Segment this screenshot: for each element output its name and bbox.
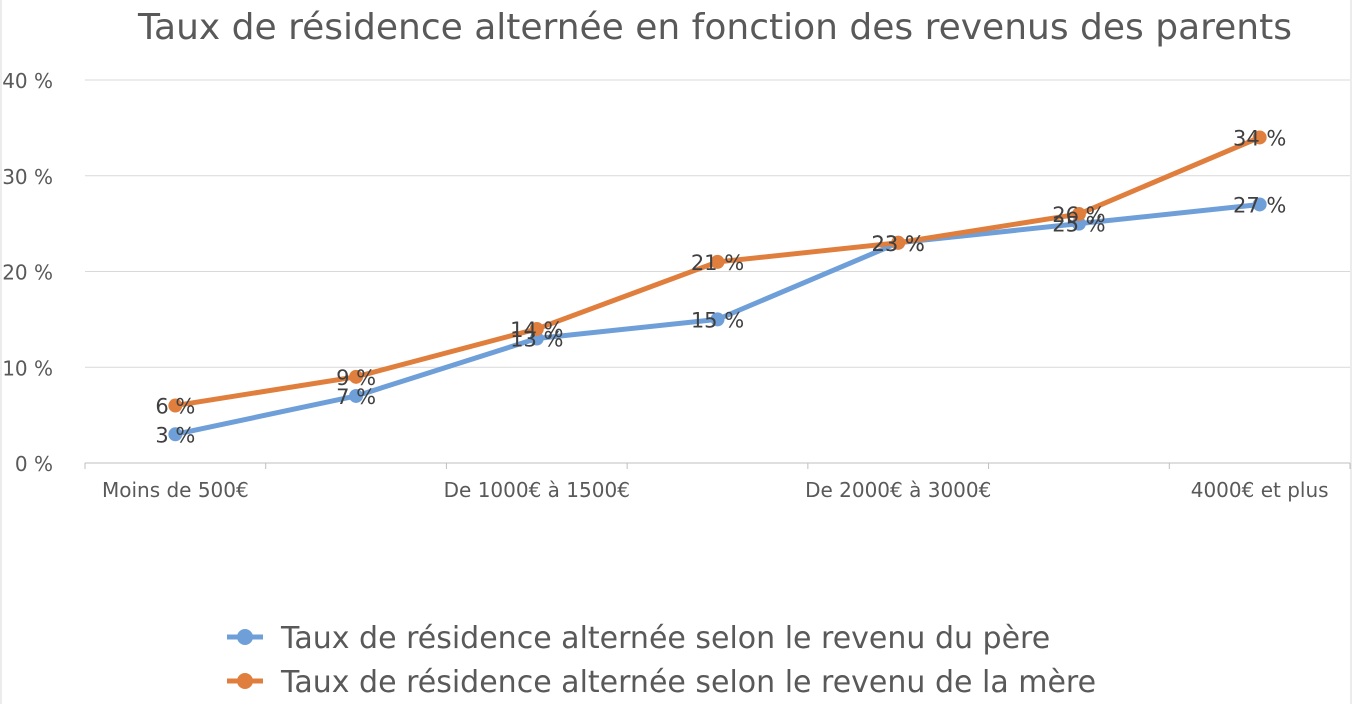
legend-marker: [237, 629, 253, 645]
series-1-data-label: 21 %: [691, 251, 744, 275]
series-1-data-label: 23 %: [872, 232, 925, 256]
series-0-data-label: 23 %: [872, 232, 925, 256]
series-0-point: [1071, 216, 1086, 231]
series-1-point: [710, 254, 725, 269]
series-0-data-label: 7 %: [336, 385, 376, 409]
x-tick-label: Moins de 500€: [102, 478, 249, 502]
y-tick-label: 0 %: [15, 452, 53, 476]
series-1-point: [168, 398, 183, 413]
series-1-data-label: 6 %: [155, 395, 195, 419]
series-0-data-label: 3 %: [155, 423, 195, 447]
series-1-point: [891, 235, 906, 250]
y-tick-label: 10 %: [2, 356, 53, 380]
series-0-data-label: 15 %: [691, 308, 744, 332]
series-0-point: [349, 388, 364, 403]
legend: Taux de résidence alternée selon le reve…: [227, 621, 1096, 700]
y-tick-label: 20 %: [2, 261, 53, 285]
x-tick-label: De 1000€ à 1500€: [444, 478, 630, 502]
series-lines: [168, 130, 1267, 442]
legend-marker: [237, 673, 253, 689]
series-1-data-label: 34 %: [1233, 126, 1286, 150]
y-tick-label: 30 %: [2, 165, 53, 189]
legend-label: Taux de résidence alternée selon le reve…: [280, 665, 1096, 700]
series-0-data-label: 25 %: [1052, 213, 1105, 237]
x-tick-label: 4000€ et plus: [1191, 478, 1329, 502]
series-0-point: [1252, 197, 1267, 212]
series-1-data-label: 26 %: [1052, 203, 1105, 227]
series-1-point: [529, 321, 544, 336]
series-1-point: [1252, 130, 1267, 145]
series-1-point: [1071, 207, 1086, 222]
axes: 0 % 10 % 20 % 30 % 40 % Moins de 500€ De 1000€…: [2, 69, 1351, 502]
series-1-data-label: 14 %: [510, 318, 563, 342]
data-labels: 3 % 7 % 13 % 15 % 23 % 25 % 27 % 6 % 9 % 14 % 21 %…: [155, 126, 1286, 447]
series-0-data-label: 27 %: [1233, 193, 1286, 217]
series-1-data-label: 9 %: [336, 366, 376, 390]
series-0-point: [529, 331, 544, 346]
y-tick-label: 40 %: [2, 69, 53, 93]
gridlines: [85, 79, 1350, 368]
x-tick-label: De 2000€ à 3000€: [805, 478, 991, 502]
chart-title: Taux de résidence alternée en fonction d…: [137, 7, 1292, 48]
legend-label: Taux de résidence alternée selon le reve…: [280, 621, 1050, 656]
series-1-point: [349, 369, 364, 384]
series-0-data-label: 13 %: [510, 328, 563, 352]
series-0-point: [710, 312, 725, 327]
series-0-point: [168, 427, 183, 442]
